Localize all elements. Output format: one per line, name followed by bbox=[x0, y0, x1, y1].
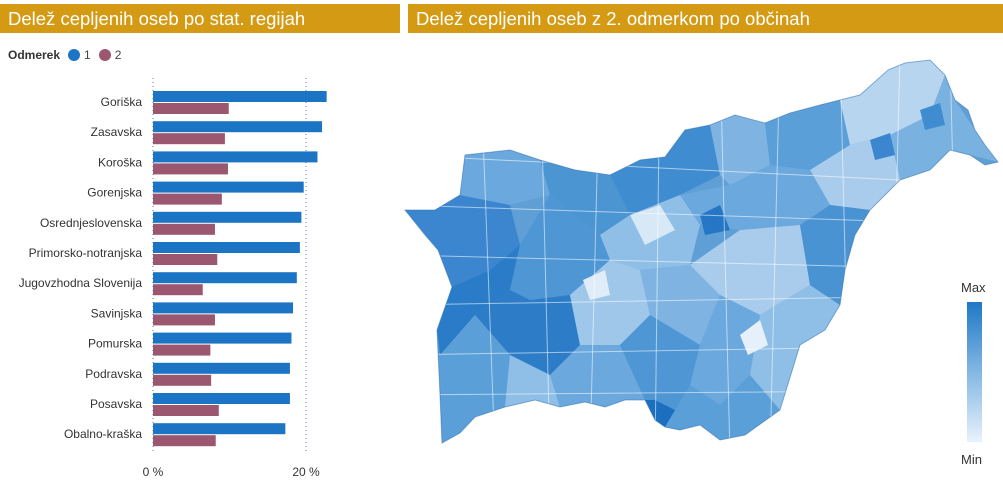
chart-legend: Odmerek 1 2 bbox=[8, 47, 129, 63]
legend-swatch-dose-1 bbox=[68, 49, 81, 61]
bar-dose-1-5 bbox=[153, 242, 300, 253]
left-panel-title: Delež cepljenih oseb po stat. regijah bbox=[0, 4, 400, 33]
legend-label-dose-1: 1 bbox=[84, 48, 91, 62]
bar-dose-2-0 bbox=[153, 103, 229, 114]
category-label-7: Savinjska bbox=[91, 306, 143, 320]
category-label-9: Podravska bbox=[85, 367, 142, 381]
category-label-0: Goriška bbox=[101, 95, 143, 109]
bar-dose-1-0 bbox=[153, 91, 327, 102]
bar-dose-1-4 bbox=[153, 211, 302, 223]
legend-item-dose-2[interactable]: 2 bbox=[98, 48, 122, 62]
bar-dose-1-1 bbox=[153, 121, 323, 133]
bar-dose-2-11 bbox=[153, 435, 216, 447]
category-label-1: Zasavska bbox=[91, 125, 143, 139]
category-label-8: Pomurska bbox=[88, 337, 142, 351]
category-label-4: Osrednjeslovenska bbox=[40, 216, 142, 230]
bar-dose-1-3 bbox=[153, 181, 304, 193]
color-scale-bar bbox=[967, 302, 982, 442]
legend-swatch-dose-2 bbox=[98, 49, 111, 61]
scale-max-label: Max bbox=[961, 280, 986, 295]
bar-dose-1-6 bbox=[153, 272, 297, 284]
municipality-choropleth-map[interactable] bbox=[400, 55, 1000, 455]
legend-item-dose-1[interactable]: 1 bbox=[68, 48, 91, 62]
legend-label-dose-2: 2 bbox=[114, 48, 122, 62]
bar-dose-2-8 bbox=[153, 344, 211, 356]
bar-dose-2-2 bbox=[153, 163, 228, 175]
category-label-11: Obalno-kraška bbox=[64, 427, 142, 441]
x-tick-label-0: 0 % bbox=[143, 465, 164, 479]
right-panel-title: Delež cepljenih oseb z 2. odmerkom po ob… bbox=[408, 4, 1003, 33]
bar-dose-1-9 bbox=[153, 362, 290, 374]
bar-dose-2-6 bbox=[153, 284, 203, 296]
bar-dose-2-1 bbox=[153, 133, 225, 145]
bar-dose-1-11 bbox=[153, 423, 286, 435]
bar-dose-1-2 bbox=[153, 151, 318, 163]
bar-dose-2-3 bbox=[153, 193, 222, 205]
bar-dose-2-4 bbox=[153, 223, 215, 235]
bar-dose-1-8 bbox=[153, 332, 292, 344]
bar-dose-2-10 bbox=[153, 405, 219, 416]
category-label-10: Posavska bbox=[90, 397, 142, 411]
bar-dose-2-5 bbox=[153, 254, 218, 265]
bar-dose-2-7 bbox=[153, 314, 215, 326]
bar-dose-2-9 bbox=[153, 374, 212, 386]
bar-dose-1-10 bbox=[153, 393, 290, 404]
country-outline bbox=[403, 59, 999, 444]
x-tick-label-1: 20 % bbox=[292, 465, 320, 479]
category-label-3: Gorenjska bbox=[87, 186, 142, 200]
legend-title: Odmerek bbox=[8, 48, 61, 62]
category-label-2: Koroška bbox=[98, 155, 142, 169]
map-regions bbox=[405, 60, 998, 443]
category-label-5: Primorsko-notranjska bbox=[29, 246, 143, 260]
bar-dose-1-7 bbox=[153, 302, 293, 314]
region-bar-chart: 0 % 20 % Goriška Zasavska Koroška Gorenjska Os… bbox=[19, 78, 327, 479]
scale-min-label: Min bbox=[961, 452, 982, 467]
category-label-6: Jugovzhodna Slovenija bbox=[19, 276, 143, 290]
